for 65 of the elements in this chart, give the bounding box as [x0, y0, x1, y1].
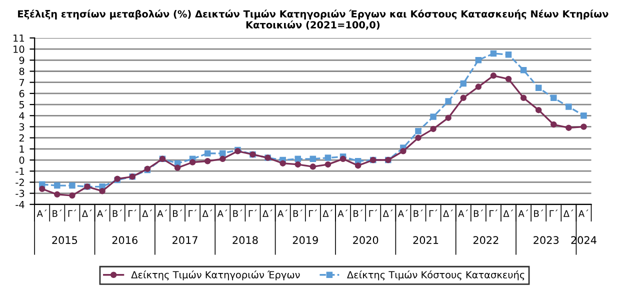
y-tick-label: 7: [19, 78, 24, 86]
y-tick-label: 9: [19, 56, 24, 64]
x-tick-label: Α΄: [398, 210, 408, 217]
x-tick-label: Δ΄: [142, 210, 152, 217]
x-tick-label: Γ΄: [128, 210, 136, 217]
x-tick-label: Β΄: [52, 210, 62, 217]
x-tick-label: Β΄: [293, 210, 302, 217]
x-tick-label: Δ΄: [443, 210, 453, 217]
y-tick-label: 11: [14, 34, 24, 42]
y-tick-label: 1: [20, 146, 24, 153]
chart-title: Εξέλιξη ετησίων μεταβολών (%) Δεικτών Τιμών Κατηγοριών Έργων και Κόστους Κατασκευής Νέων Κτηρίων Κατοικιών (2021=100,0): [18, 10, 608, 30]
x-tick-label: Δ΄: [322, 210, 333, 217]
text: 2020: [353, 236, 378, 244]
x-tick-label: Α΄: [36, 210, 47, 217]
text: 2015: [52, 236, 78, 244]
y-tick-label: -4: [16, 201, 24, 208]
x-tick-label: Γ΄: [309, 210, 317, 217]
x-tick-label: Δ΄: [563, 210, 574, 217]
x-tick-label: Β΄: [112, 210, 122, 217]
y-tick-label: 2: [19, 134, 24, 142]
text: 2016: [112, 236, 138, 244]
y-tick-label: 3: [19, 123, 24, 131]
text: 2019: [292, 236, 318, 244]
x-tick-label: Α΄: [217, 210, 228, 217]
text: 2023: [534, 236, 559, 244]
y-tick-label: -3: [16, 190, 24, 198]
x-tick-label: Δ΄: [262, 210, 272, 217]
legend-label: Δείκτης Τιμών Κατηγοριών Έργων: [131, 270, 300, 280]
x-tick-label: Β΄: [474, 210, 484, 217]
x-tick-label: Γ΄: [68, 210, 76, 217]
x-tick-label: Α΄: [157, 210, 168, 217]
y-tick-label: -2: [16, 178, 24, 186]
y-tick-label: 6: [19, 90, 24, 98]
text: 2018: [232, 236, 258, 244]
y-tick-label: -1: [16, 168, 24, 175]
x-tick-label: Δ΄: [202, 210, 212, 217]
x-tick-label: Α΄: [518, 210, 528, 217]
y-tick-label: 8: [19, 68, 24, 76]
legend-label: Δείκτης Τιμών Κόστους Κατασκευής: [347, 270, 524, 280]
x-tick-label: Γ΄: [369, 210, 378, 217]
x-tick-label: Δ΄: [82, 210, 92, 217]
x-tick-label: Α΄: [578, 210, 588, 217]
x-tick-label: Γ΄: [429, 210, 438, 217]
y-tick-label: 0: [19, 156, 24, 164]
x-tick-label: Β΄: [354, 210, 363, 217]
y-tick-label: 5: [19, 101, 24, 108]
x-tick-label: Γ΄: [550, 210, 558, 217]
text: 2021: [413, 236, 438, 244]
x-tick-label: Α΄: [278, 210, 288, 217]
y-tick-label: 4: [19, 112, 24, 120]
x-tick-label: Β΄: [173, 210, 182, 217]
x-tick-label: Γ΄: [188, 210, 197, 217]
x-tick-label: Γ΄: [248, 210, 257, 217]
x-tick-label: Δ΄: [503, 210, 514, 217]
text: 2022: [473, 236, 498, 244]
x-tick-label: Γ΄: [490, 210, 498, 217]
x-tick-label: Α΄: [338, 210, 348, 217]
text: 2017: [172, 236, 198, 244]
x-tick-label: Β΄: [414, 210, 423, 217]
x-tick-label: Β΄: [534, 210, 544, 217]
x-tick-label: Δ΄: [382, 210, 393, 217]
x-tick-label: Β΄: [233, 210, 242, 217]
x-tick-label: Α΄: [458, 210, 468, 217]
x-tick-label: Α΄: [97, 210, 107, 217]
y-tick-label: 10: [14, 46, 24, 53]
